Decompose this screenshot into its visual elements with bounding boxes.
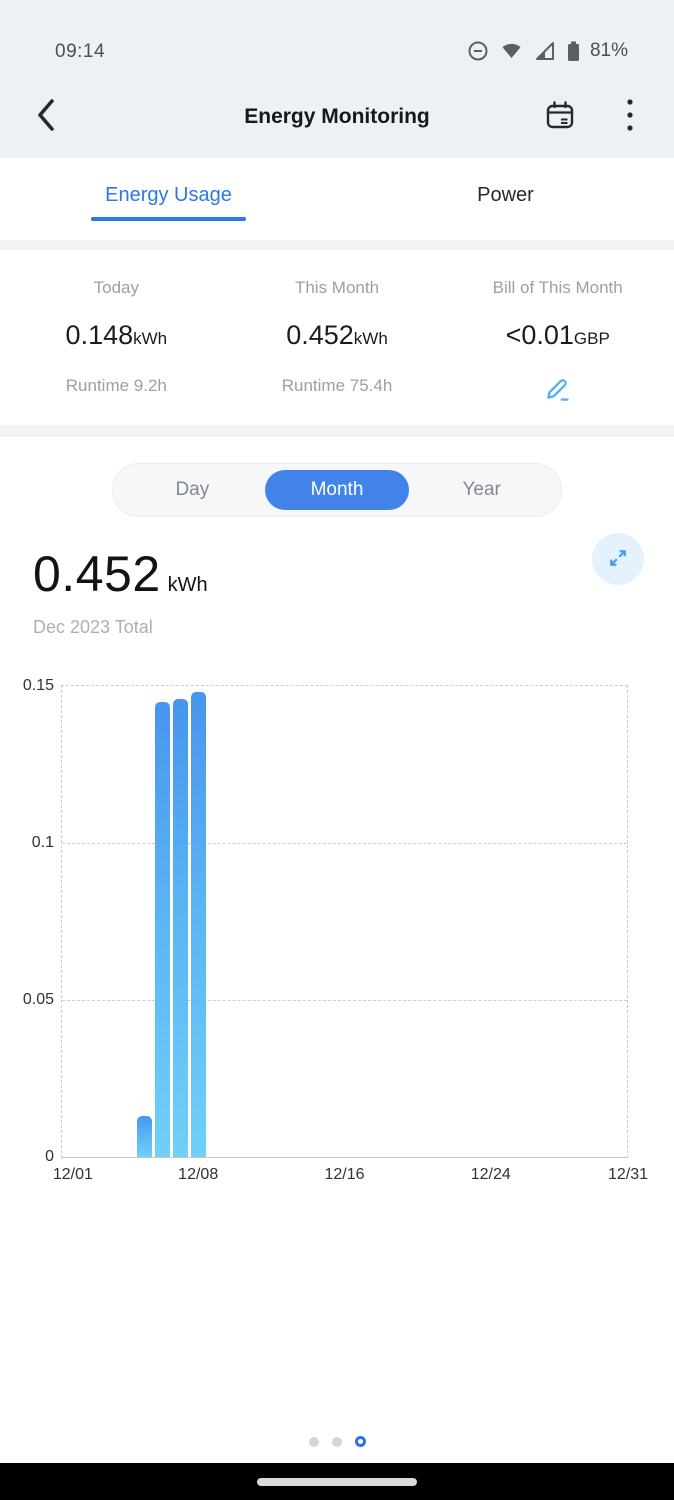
x-axis-tick: 12/31 [607,1166,649,1183]
bar-12/06[interactable] [154,701,170,1157]
stat-bill-unit: GBP [573,329,610,348]
stat-today-label: Today [93,278,140,297]
stat-bill-number: <0.01 [505,320,574,350]
battery-icon [566,39,581,63]
header-actions [538,95,652,139]
tab-power[interactable]: Power [337,158,674,240]
expand-chart-button[interactable] [592,533,644,585]
y-axis-tick: 0.05 [22,990,54,1008]
chart-x-axis: 12/01 12/08 12/16 12/24 12/31 [53,1158,648,1192]
main-content: Day Month Year 0.452 kWh Dec 2023 Total 0… [0,437,674,1463]
x-axis-tick: 12/16 [324,1166,365,1183]
stat-today-number: 0.148 [65,320,134,350]
section-divider [0,240,674,250]
edit-bill-rate-button[interactable] [543,375,573,408]
page-indicator [0,1436,674,1447]
period-day-button[interactable]: Day [120,470,265,510]
tab-energy-usage[interactable]: Energy Usage [0,158,337,240]
home-indicator-handle[interactable] [257,1477,417,1486]
back-chevron-icon [35,98,57,135]
stat-today-runtime: Runtime 9.2h [65,376,167,395]
summary-row: 0.452 kWh [33,533,644,603]
system-nav-bar [0,1463,674,1500]
calendar-button[interactable] [538,95,582,139]
summary-value: 0.452 kWh [33,545,208,603]
y-axis-tick: 0 [45,1148,54,1165]
x-axis-tick: 12/01 [52,1166,93,1183]
chart-plot: 0.15 0.1 0.05 0 [23,677,628,1165]
summary-caption: Dec 2023 Total [33,617,153,637]
pencil-edit-icon [543,379,573,408]
do-not-disturb-icon [466,39,490,63]
summary-unit: kWh [167,574,208,596]
page-dot-active[interactable] [354,1436,366,1447]
y-axis-tick: 0.1 [31,833,54,851]
stat-bill-label: Bill of This Month [492,278,623,297]
gridline [62,842,627,844]
top-area: 09:14 81% [0,0,674,158]
battery-percentage: 81% [589,40,628,61]
stats-section: Today 0.148kWh Runtime 9.2h This Month 0… [0,250,674,425]
x-axis-tick: 12/24 [470,1166,511,1183]
tab-energy-usage-label: Energy Usage [91,178,246,221]
bar-12/05[interactable] [136,1116,152,1157]
gridline [62,999,627,1001]
period-month-button[interactable]: Month [264,470,410,510]
summary-number: 0.452 [33,546,161,602]
stat-today-value: 0.148kWh [66,320,168,351]
x-axis-tick: 12/08 [178,1166,219,1183]
stat-bill-edit [543,375,573,408]
period-selector: Day Month Year [112,463,562,517]
stat-bill: Bill of This Month <0.01GBP [447,266,668,425]
stat-this-month-runtime: Runtime 75.4h [281,376,393,395]
status-icons: 81% [466,39,628,63]
calendar-icon [541,96,579,137]
cellular-signal-icon [533,39,557,63]
energy-bar-chart: 0.15 0.1 0.05 0 12/01 12/08 12/16 12/24 12/31 [0,677,674,1192]
page-title: Energy Monitoring [244,104,430,128]
page-dot[interactable] [308,1436,319,1447]
stat-this-month-number: 0.452 [286,320,354,350]
stat-this-month-value: 0.452kWh [286,320,388,351]
stat-bill-value: <0.01GBP [506,320,610,351]
bar-12/07[interactable] [172,698,188,1157]
clock: 09:14 [55,41,106,62]
stat-this-month: This Month 0.452kWh Runtime 75.4h [227,266,448,425]
wifi-icon [499,39,524,63]
stat-this-month-label: This Month [294,278,380,297]
expand-arrows-icon [603,543,633,576]
overflow-menu-button[interactable] [608,95,652,139]
stat-this-month-unit: kWh [353,329,388,348]
status-bar: 09:14 81% [0,0,674,75]
kebab-menu-icon [627,98,633,135]
tab-power-label: Power [477,183,534,206]
bar-12/08[interactable] [191,692,207,1157]
tab-bar: Energy Usage Power [0,158,674,240]
page-dot[interactable] [331,1436,342,1447]
section-divider [0,425,674,437]
app-header: Energy Monitoring [0,75,674,158]
period-year-button[interactable]: Year [409,470,554,510]
y-axis-tick: 0.15 [22,677,54,694]
back-button[interactable] [24,95,68,139]
stat-today: Today 0.148kWh Runtime 9.2h [6,266,227,425]
stat-today-unit: kWh [133,329,168,348]
